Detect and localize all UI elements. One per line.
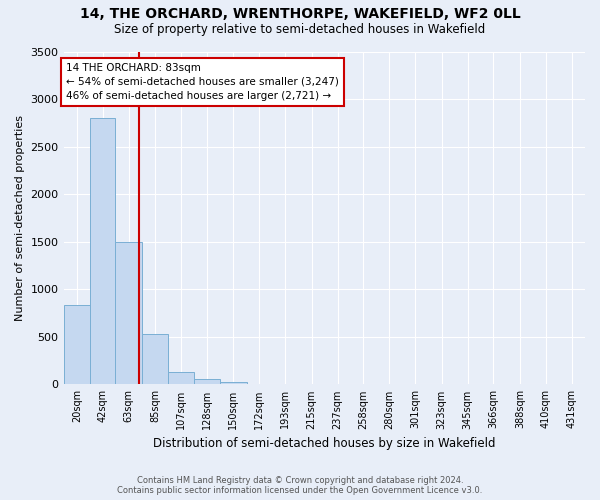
Text: Contains HM Land Registry data © Crown copyright and database right 2024.
Contai: Contains HM Land Registry data © Crown c… xyxy=(118,476,482,495)
Bar xyxy=(169,372,194,384)
Bar xyxy=(64,306,90,384)
Bar xyxy=(142,334,169,384)
Text: 14, THE ORCHARD, WRENTHORPE, WAKEFIELD, WF2 0LL: 14, THE ORCHARD, WRENTHORPE, WAKEFIELD, … xyxy=(80,8,520,22)
Bar xyxy=(220,382,247,384)
Text: Size of property relative to semi-detached houses in Wakefield: Size of property relative to semi-detach… xyxy=(115,22,485,36)
Y-axis label: Number of semi-detached properties: Number of semi-detached properties xyxy=(15,115,25,321)
Text: 14 THE ORCHARD: 83sqm
← 54% of semi-detached houses are smaller (3,247)
46% of s: 14 THE ORCHARD: 83sqm ← 54% of semi-deta… xyxy=(66,63,339,101)
Bar xyxy=(194,378,220,384)
X-axis label: Distribution of semi-detached houses by size in Wakefield: Distribution of semi-detached houses by … xyxy=(153,437,496,450)
Bar xyxy=(115,242,142,384)
Bar xyxy=(90,118,115,384)
